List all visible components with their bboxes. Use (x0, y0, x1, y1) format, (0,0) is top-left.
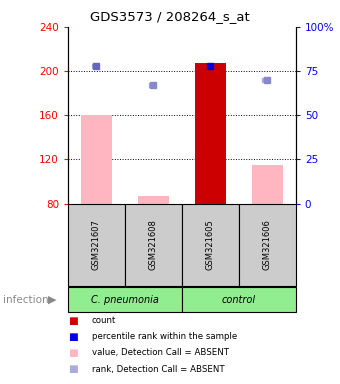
Bar (68, 287, 182, 312)
Bar (182, 204, 239, 286)
Text: infection: infection (3, 295, 49, 305)
Bar (81, 115, 112, 204)
Text: ■: ■ (68, 316, 78, 326)
Text: ■: ■ (68, 332, 78, 342)
Bar (239, 204, 296, 286)
Text: ■: ■ (68, 364, 78, 374)
Text: value, Detection Call = ABSENT: value, Detection Call = ABSENT (92, 348, 229, 358)
Text: GSM321608: GSM321608 (149, 219, 158, 270)
Text: control: control (222, 295, 256, 305)
Text: GSM321605: GSM321605 (206, 219, 215, 270)
Text: percentile rank within the sample: percentile rank within the sample (92, 332, 237, 341)
Bar (195, 63, 226, 204)
Text: ■: ■ (68, 348, 78, 358)
Text: rank, Detection Call = ABSENT: rank, Detection Call = ABSENT (92, 364, 224, 374)
Bar (138, 196, 169, 204)
Text: GDS3573 / 208264_s_at: GDS3573 / 208264_s_at (90, 10, 250, 23)
Text: GSM321606: GSM321606 (263, 219, 272, 270)
Bar (68, 204, 125, 286)
Text: count: count (92, 316, 116, 325)
Text: GSM321607: GSM321607 (92, 219, 101, 270)
Text: C. pneumonia: C. pneumonia (91, 295, 159, 305)
Bar (125, 204, 182, 286)
Bar (252, 165, 283, 204)
Bar (182, 287, 296, 312)
Text: ▶: ▶ (49, 295, 57, 305)
